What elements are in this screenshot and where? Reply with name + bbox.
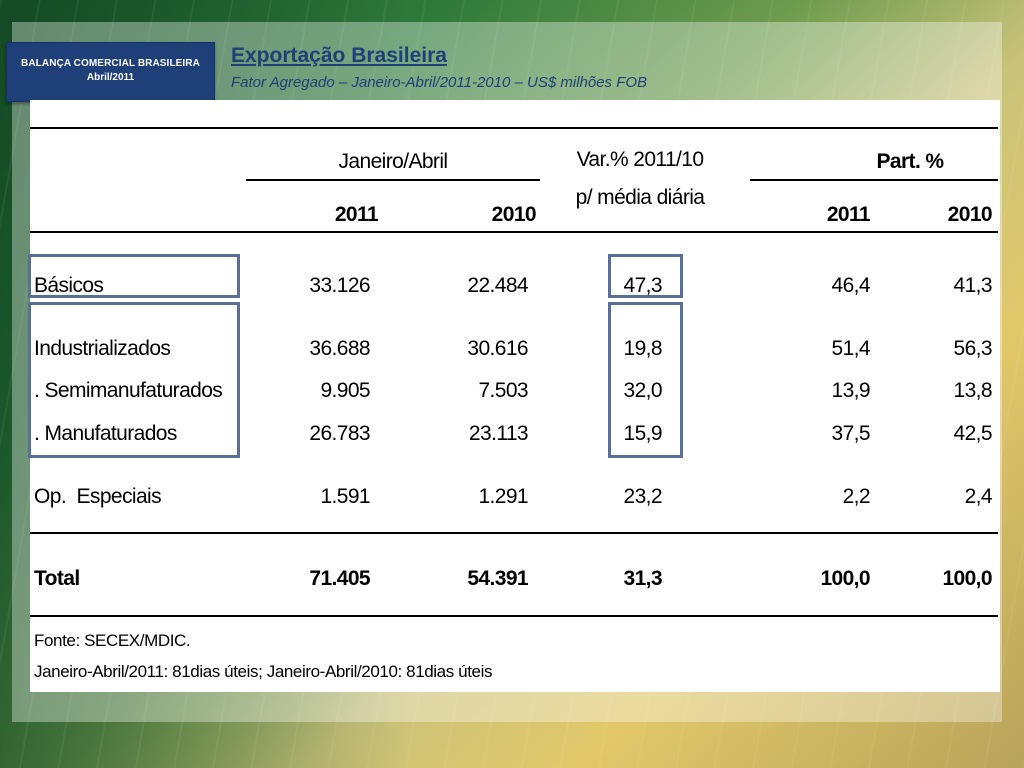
page-subtitle: Fator Agregado – Janeiro-Abril/2011-2010… <box>231 74 648 91</box>
part-2011: 13,9 <box>831 379 871 402</box>
part-2011: 100,0 <box>820 567 870 590</box>
row-label: . Manufaturados <box>34 422 177 445</box>
part-2010: 100,0 <box>942 567 992 590</box>
highlight-box-industrializados-variation <box>608 302 683 458</box>
value-2011: 71.405 <box>309 567 370 590</box>
badge-title: BALANÇA COMERCIAL BRASILEIRA <box>21 58 200 69</box>
header-variation-line2: p/ média diária <box>575 186 705 209</box>
part-2010: 41,3 <box>953 274 993 297</box>
variation: 15,9 <box>623 422 663 445</box>
total-top-rule <box>30 532 998 534</box>
part-2011: 2,2 <box>842 485 871 508</box>
header-participation: Part. % <box>876 150 945 173</box>
part-2010: 13,8 <box>953 379 993 402</box>
highlight-box-basicos-label <box>28 254 240 298</box>
report-badge: BALANÇA COMERCIAL BRASILEIRA Abril/2011 <box>6 42 215 102</box>
part-2011: 51,4 <box>831 337 871 360</box>
part-2010: 42,5 <box>953 422 993 445</box>
header-col-2010: 2010 <box>491 203 537 226</box>
highlight-box-industrializados-labels <box>28 302 240 458</box>
header-variation-line1: Var.% 2011/10 <box>576 148 704 171</box>
source-note: Fonte: SECEX/MDIC. <box>34 631 191 650</box>
variation: 19,8 <box>623 337 663 360</box>
header-col-part-2011: 2011 <box>826 203 871 226</box>
variation: 23,2 <box>623 485 663 508</box>
part-2011: 37,5 <box>831 422 871 445</box>
total-bottom-rule <box>30 615 998 617</box>
row-label: Industrializados <box>34 337 171 360</box>
highlight-box-basicos-variation <box>608 254 683 298</box>
part-2010: 56,3 <box>953 337 993 360</box>
value-2011: 26.783 <box>309 422 370 445</box>
header-col-part-2010: 2010 <box>947 203 993 226</box>
header-period: Janeiro/Abril <box>338 150 449 173</box>
value-2011: 1.591 <box>320 485 370 508</box>
value-2010: 1.291 <box>478 485 528 508</box>
part-2011: 46,4 <box>831 274 871 297</box>
table-panel <box>30 100 1000 692</box>
working-days-note: Janeiro-Abril/2011: 81dias úteis; Janeir… <box>34 662 493 681</box>
row-label: Op. Especiais <box>34 485 162 508</box>
row-label: . Semimanufaturados <box>34 379 223 402</box>
header-col-2011: 2011 <box>334 203 379 226</box>
value-2011: 33.126 <box>309 274 370 297</box>
badge-period: Abril/2011 <box>86 72 135 83</box>
variation: 31,3 <box>623 567 663 590</box>
part-underline <box>750 179 998 181</box>
row-label: Básicos <box>34 274 104 297</box>
value-2010: 54.391 <box>467 567 528 590</box>
part-2010: 2,4 <box>964 485 993 508</box>
value-2010: 7.503 <box>478 379 528 402</box>
value-2010: 23.113 <box>468 422 529 445</box>
value-2011: 9.905 <box>320 379 370 402</box>
variation: 47,3 <box>623 274 663 297</box>
table-top-rule <box>30 127 998 129</box>
value-2011: 36.688 <box>309 337 370 360</box>
header-bottom-rule <box>30 231 998 233</box>
value-2010: 22.484 <box>467 274 528 297</box>
page-title: Exportação Brasileira <box>231 44 447 67</box>
period-underline <box>246 179 540 181</box>
variation: 32,0 <box>623 379 663 402</box>
row-label: Total <box>34 567 80 590</box>
value-2010: 30.616 <box>467 337 528 360</box>
